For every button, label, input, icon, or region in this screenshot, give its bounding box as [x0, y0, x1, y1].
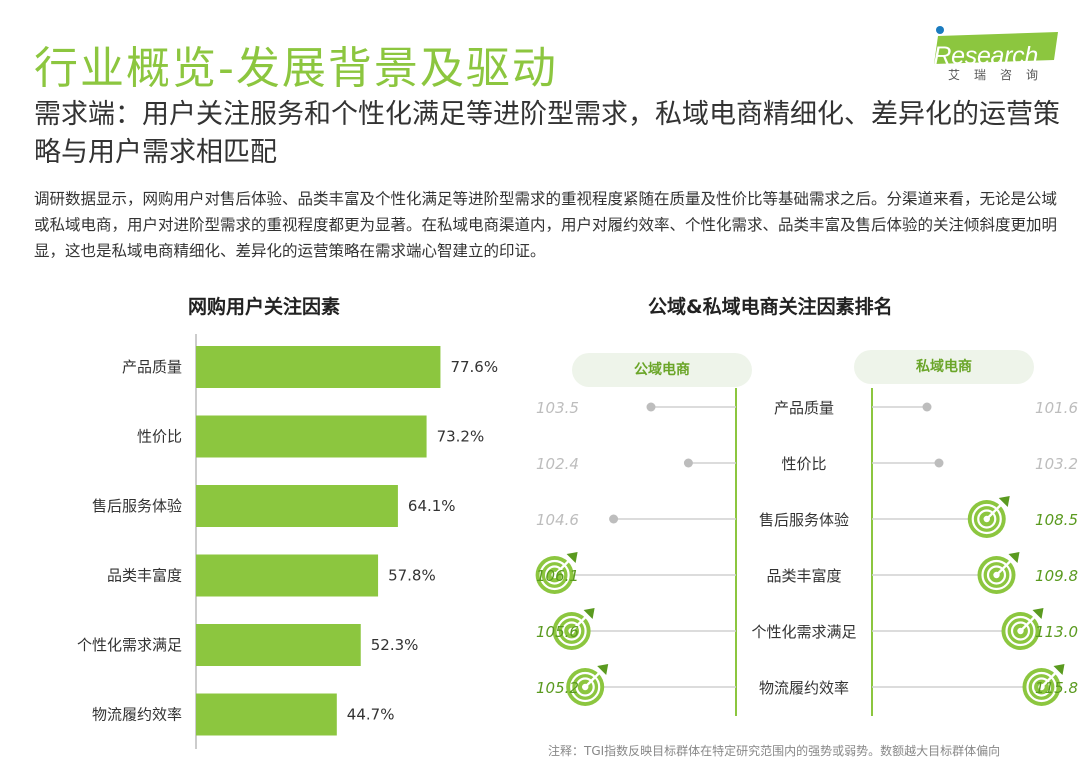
- bar-category-label: 售后服务体验: [92, 497, 182, 515]
- public-dot: [646, 402, 656, 412]
- private-value-label: 115.8: [1035, 679, 1078, 697]
- logo-text: iResearch: [928, 42, 1038, 70]
- left-chart-title: 网购用户关注因素: [188, 296, 341, 318]
- bar-value-label: 73.2%: [437, 428, 485, 446]
- ranking-category-label: 物流履约效率: [759, 679, 849, 697]
- public-target-icon: [535, 552, 578, 594]
- bar: [196, 693, 337, 736]
- private-target-icon: [1001, 608, 1044, 650]
- bar-category-label: 产品质量: [122, 358, 182, 376]
- private-dot: [934, 458, 944, 468]
- logo-shape: [934, 26, 1058, 64]
- left-chart-area: 网购用户关注因素 产品质量 77.6% 性价比 73.2% 售后服务体验 64.1% 品类丰…: [0, 0, 520, 749]
- ranking-category-label: 品类丰富度: [766, 567, 841, 585]
- bar: [196, 624, 361, 666]
- ranking-chart: 103.5 101.6 产品质量 102.4 103.2 性价比 104.6 108.5 售后服…: [535, 388, 1078, 716]
- private-value-label: 109.8: [1035, 567, 1078, 585]
- ranking-category-label: 售后服务体验: [759, 511, 849, 529]
- bar: [196, 554, 379, 597]
- bar-category-label: 性价比: [137, 428, 182, 446]
- channel-pill-public: 公域电商: [572, 353, 752, 387]
- public-dot: [683, 458, 693, 468]
- page-description: 调研数据显示，网购用户对售后体验、品类丰富及个性化满足等进阶型需求的重视程度紧随…: [34, 190, 1058, 260]
- bar-category-label: 品类丰富度: [107, 567, 182, 585]
- bar: [196, 485, 398, 527]
- bar-category-label: 物流履约效率: [92, 706, 182, 724]
- private-value-label: 113.0: [1035, 623, 1078, 641]
- bar-value-label: 77.6%: [450, 358, 498, 376]
- bar-value-label: 64.1%: [408, 497, 456, 515]
- bar: [196, 415, 427, 458]
- ranking-category-label: 个性化需求满足: [751, 623, 856, 641]
- bar-category-label: 个性化需求满足: [77, 636, 182, 654]
- public-target-icon: [552, 608, 595, 650]
- public-value-label: 106.1: [536, 567, 579, 585]
- channel-pill-private: 私域电商: [854, 350, 1034, 384]
- private-dot: [922, 402, 932, 412]
- ranking-category-label: 性价比: [781, 455, 826, 473]
- public-value-label: 104.6: [536, 511, 579, 529]
- bar: [196, 346, 441, 388]
- page-subtitle: 需求端：用户关注服务和个性化满足等进阶型需求，私域电商精细化、差异化的运营策略与…: [34, 99, 1060, 168]
- public-dot: [609, 514, 619, 524]
- footnote: 注释：TGI指数反映目标群体在特定研究范围内的强势或弱势。数额越大目标群体偏向: [548, 744, 1001, 758]
- page-title: 行业概览-发展背景及驱动: [34, 43, 558, 94]
- public-value-label: 105.6: [536, 623, 579, 641]
- private-target-icon: [967, 496, 1010, 538]
- private-value-label: 101.6: [1035, 399, 1078, 417]
- private-value-label: 108.5: [1035, 511, 1078, 529]
- public-value-label: 103.5: [536, 399, 579, 417]
- bar-value-label: 44.7%: [347, 706, 395, 724]
- right-chart-area: 公域&私域电商关注因素排名 公域电商 私域电商 103.5 101.6 产品质量 10…: [520, 0, 1080, 749]
- iresearch-logo: iResearch 艾瑞咨询: [928, 18, 1064, 88]
- bar-chart: 产品质量 77.6% 性价比 73.2% 售后服务体验 64.1% 品类丰富度 57.8% 个性…: [77, 334, 498, 749]
- public-value-label: 105.2: [536, 679, 579, 697]
- private-target-icon: [1022, 664, 1065, 706]
- ranking-category-label: 产品质量: [774, 399, 834, 417]
- private-target-icon: [977, 552, 1020, 594]
- private-value-label: 103.2: [1035, 455, 1078, 473]
- public-target-icon: [566, 664, 609, 706]
- bar-value-label: 57.8%: [388, 567, 436, 585]
- bar-value-label: 52.3%: [371, 636, 419, 654]
- right-chart-title: 公域&私域电商关注因素排名: [648, 296, 893, 318]
- public-value-label: 102.4: [536, 455, 579, 473]
- logo-chinese-text: 艾瑞咨询: [948, 68, 1053, 82]
